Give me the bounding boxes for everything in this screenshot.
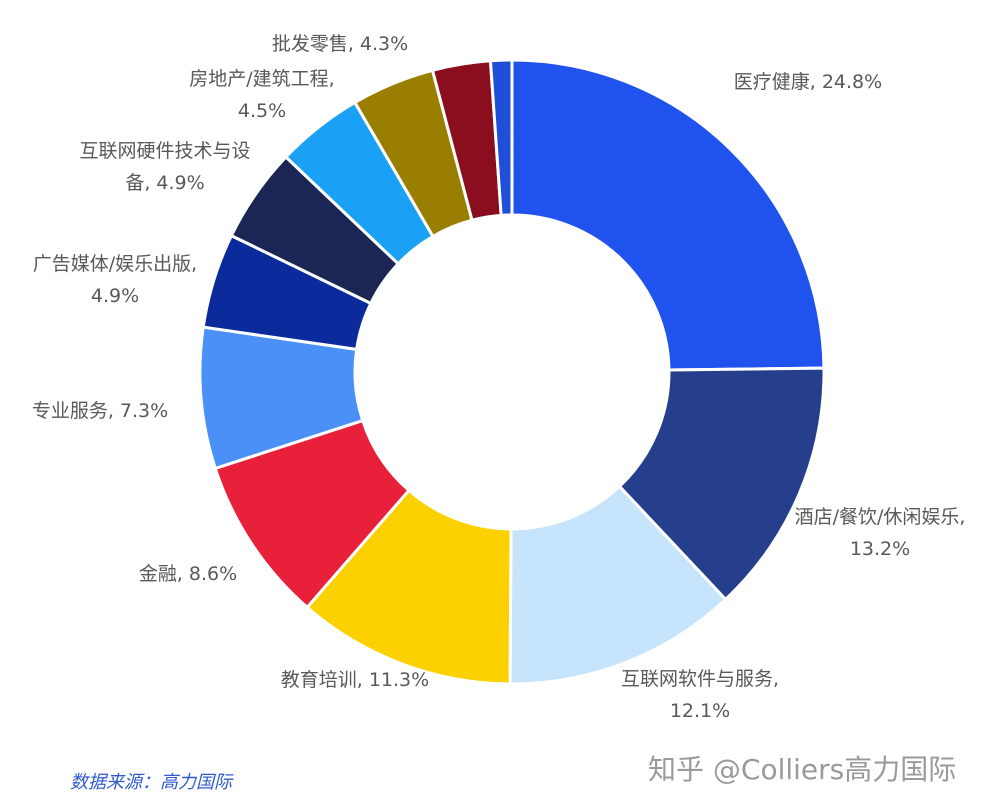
data-label: 广告媒体/娱乐出版, 4.9% [33, 253, 197, 307]
donut-slice [617, 366, 826, 602]
data-label: 专业服务, 7.3% [32, 400, 168, 422]
source: 数据来源：高力国际 [70, 772, 234, 793]
data-label: 酒店/餐饮/休闲娱乐, 13.2% [795, 506, 966, 560]
data-label: 房地产/建筑工程, 4.5% [189, 68, 334, 122]
donut-slice [510, 58, 826, 372]
donut-slice [305, 488, 513, 686]
data-label: 金融, 8.6% [139, 563, 237, 585]
watermark: 知乎 @Colliers高力国际 [648, 753, 956, 786]
donut-slice [488, 58, 514, 217]
data-label: 教育培训, 11.3% [281, 669, 429, 691]
donut-slice [508, 484, 728, 686]
data-label: 互联网软件与服务, 12.1% [621, 668, 779, 722]
data-label: 批发零售, 4.3% [272, 33, 408, 55]
data-label: 医疗健康, 24.8% [734, 71, 882, 93]
data-label: 互联网硬件技术与设备, 4.9% [79, 140, 250, 194]
